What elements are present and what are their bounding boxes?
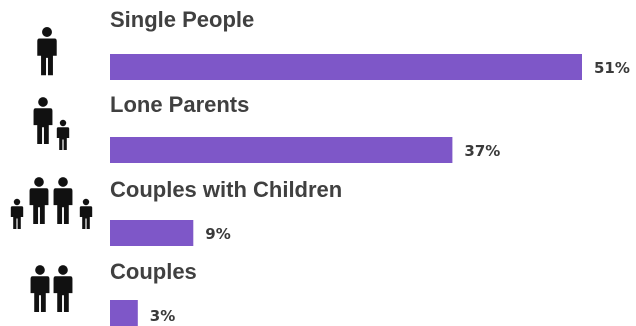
category-label-lone-parents: Lone Parents <box>110 92 249 117</box>
two-adults-icon <box>30 265 73 312</box>
family-of-four-icon <box>10 177 93 229</box>
icon-single-people <box>37 27 57 76</box>
category-label-couples: Couples <box>110 259 197 284</box>
icon-couples <box>30 265 73 312</box>
bar-couples <box>110 300 138 326</box>
bar-couples-with-children <box>110 220 194 246</box>
value-label-couples-with-children: 9% <box>205 225 230 243</box>
category-label-couples-with-children: Couples with Children <box>110 177 342 202</box>
value-label-couples: 3% <box>150 307 175 325</box>
value-label-single-people: 51% <box>594 59 630 77</box>
value-label-lone-parents: 37% <box>464 142 500 160</box>
category-label-single-people: Single People <box>110 7 254 32</box>
adult-and-child-icon <box>33 97 70 150</box>
bar-lone-parents <box>110 137 453 163</box>
icon-couples-with-children <box>10 177 93 229</box>
icon-lone-parents <box>33 97 70 150</box>
bar-single-people <box>110 54 582 80</box>
single-person-icon <box>37 27 57 76</box>
